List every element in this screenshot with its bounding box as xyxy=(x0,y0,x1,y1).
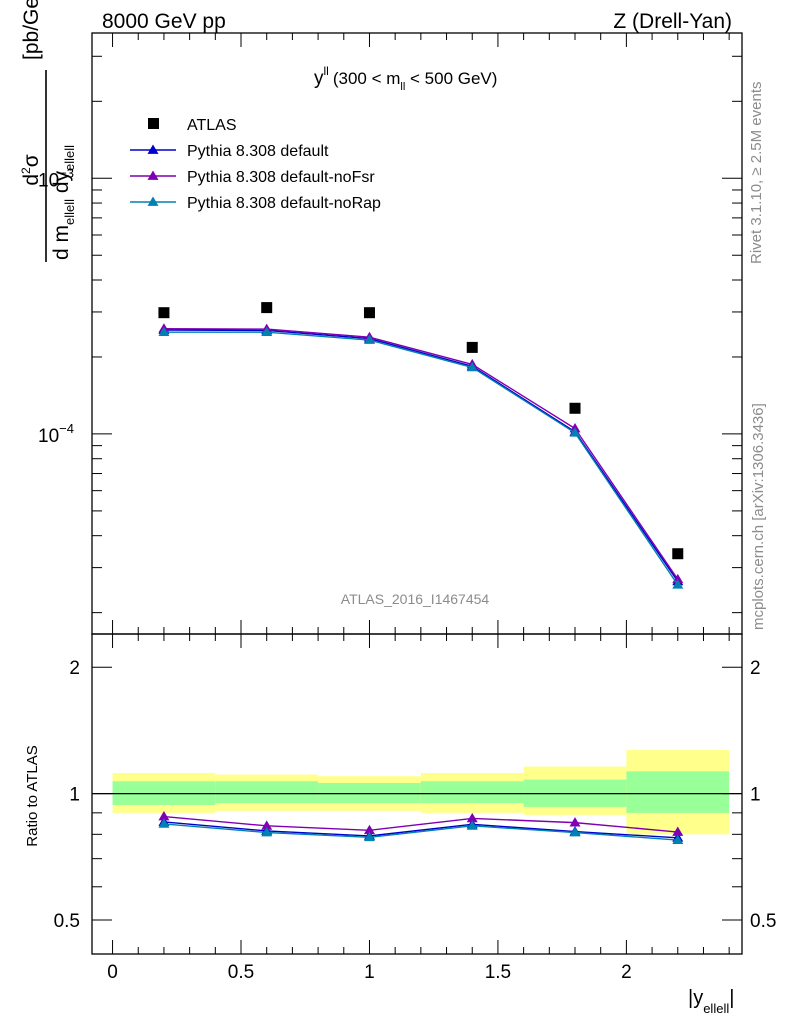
x-tick-label: 2 xyxy=(621,962,632,983)
header-left-title: 8000 GeV pp xyxy=(102,10,226,33)
svg-text:[pb/GeV]: [pb/GeV] xyxy=(20,0,43,60)
atlas-data-point xyxy=(158,307,170,319)
upper-series-line xyxy=(163,331,679,586)
analysis-watermark: ATLAS_2016_I1467454 xyxy=(341,591,490,607)
ratio-series-marker xyxy=(261,820,273,830)
axis-ticks: 0 0.5 1 1.5 2 10−3 10−4 2 2 1 1 0.5 0.5 xyxy=(38,33,776,983)
ratio-band-stat xyxy=(420,781,524,803)
x-tick-label: 1.5 xyxy=(485,962,511,983)
lower-y-tick-label-right: 0.5 xyxy=(750,911,776,932)
upper-series-marker xyxy=(158,326,170,337)
rivet-version-label: Rivet 3.1.10, ≥ 2.5M events xyxy=(748,82,765,265)
ratio-series-marker xyxy=(363,831,375,842)
ratio-series-marker xyxy=(672,826,684,836)
atlas-data-point xyxy=(363,307,375,319)
legend-label: Pythia 8.308 default xyxy=(187,143,329,160)
ratio-band-stat xyxy=(626,771,730,813)
ratio-series-marker xyxy=(158,811,170,821)
legend-label: ATLAS xyxy=(187,117,237,134)
atlas-data-point xyxy=(569,402,581,414)
lower-y-tick-label: 1 xyxy=(69,785,80,806)
ratio-bands xyxy=(92,750,742,835)
atlas-data-point xyxy=(672,548,684,560)
legend-marker xyxy=(147,170,159,180)
ratio-series-line xyxy=(163,815,678,833)
ratio-series-marker xyxy=(672,834,684,844)
upper-series-marker xyxy=(569,427,581,437)
lower-y-tick-label-right: 1 xyxy=(750,785,761,806)
upper-plot-title: yll (300 < mll < 500 GeV) xyxy=(314,64,497,93)
legend-marker xyxy=(147,196,159,206)
lower-y-tick-label: 2 xyxy=(69,658,80,679)
legend-label: Pythia 8.308 default-noRap xyxy=(187,195,381,212)
upper-y-tick-label: 10−3 xyxy=(38,165,74,191)
lower-y-tick-label-right: 2 xyxy=(750,658,761,679)
upper-y-tick-label: 10−4 xyxy=(38,421,74,447)
ratio-series-marker xyxy=(261,827,273,837)
svg-text:d2σ: d2σ xyxy=(19,154,43,185)
atlas-data-point xyxy=(466,341,478,353)
ratio-series-marker xyxy=(158,818,170,828)
data-series xyxy=(158,302,684,844)
atlas-data-point xyxy=(261,302,273,314)
upper-series-line xyxy=(163,329,679,582)
ratio-series-line xyxy=(163,823,678,841)
upper-series-marker xyxy=(672,579,684,589)
ratio-band-stat xyxy=(215,781,319,803)
ratio-series-line xyxy=(163,821,678,839)
x-axis-label: |yellell| xyxy=(688,987,734,1016)
x-tick-label: 1 xyxy=(364,962,375,983)
upper-series-line xyxy=(163,327,679,580)
x-tick-label: 0 xyxy=(107,962,118,983)
ratio-series-marker xyxy=(569,827,581,837)
ratio-series-marker xyxy=(466,812,478,823)
svg-text:d mellell dyellell: d mellell dyellell xyxy=(50,145,77,260)
upper-series-marker xyxy=(466,361,478,372)
upper-ylabel: d2σ d mellell dyellell [pb/GeV] xyxy=(19,0,77,262)
upper-series-marker xyxy=(261,326,273,337)
ratio-series-marker xyxy=(466,820,478,830)
legend: ATLAS Pythia 8.308 default Pythia 8.308 de… xyxy=(130,117,381,212)
mcplots-label: mcplots.cern.ch [arXiv:1306.3436] xyxy=(750,403,767,630)
ratio-series-marker xyxy=(363,824,375,835)
legend-marker-atlas xyxy=(148,118,159,129)
x-tick-label: 0.5 xyxy=(228,962,254,983)
legend-marker xyxy=(147,144,159,154)
ratio-series-marker xyxy=(569,817,581,827)
upper-series-marker xyxy=(363,334,375,344)
lower-ylabel: Ratio to ATLAS xyxy=(24,745,41,846)
header-right-title: Z (Drell-Yan) xyxy=(613,10,732,33)
legend-label: Pythia 8.308 default-noFsr xyxy=(187,169,375,186)
lower-y-tick-label: 0.5 xyxy=(54,911,80,932)
